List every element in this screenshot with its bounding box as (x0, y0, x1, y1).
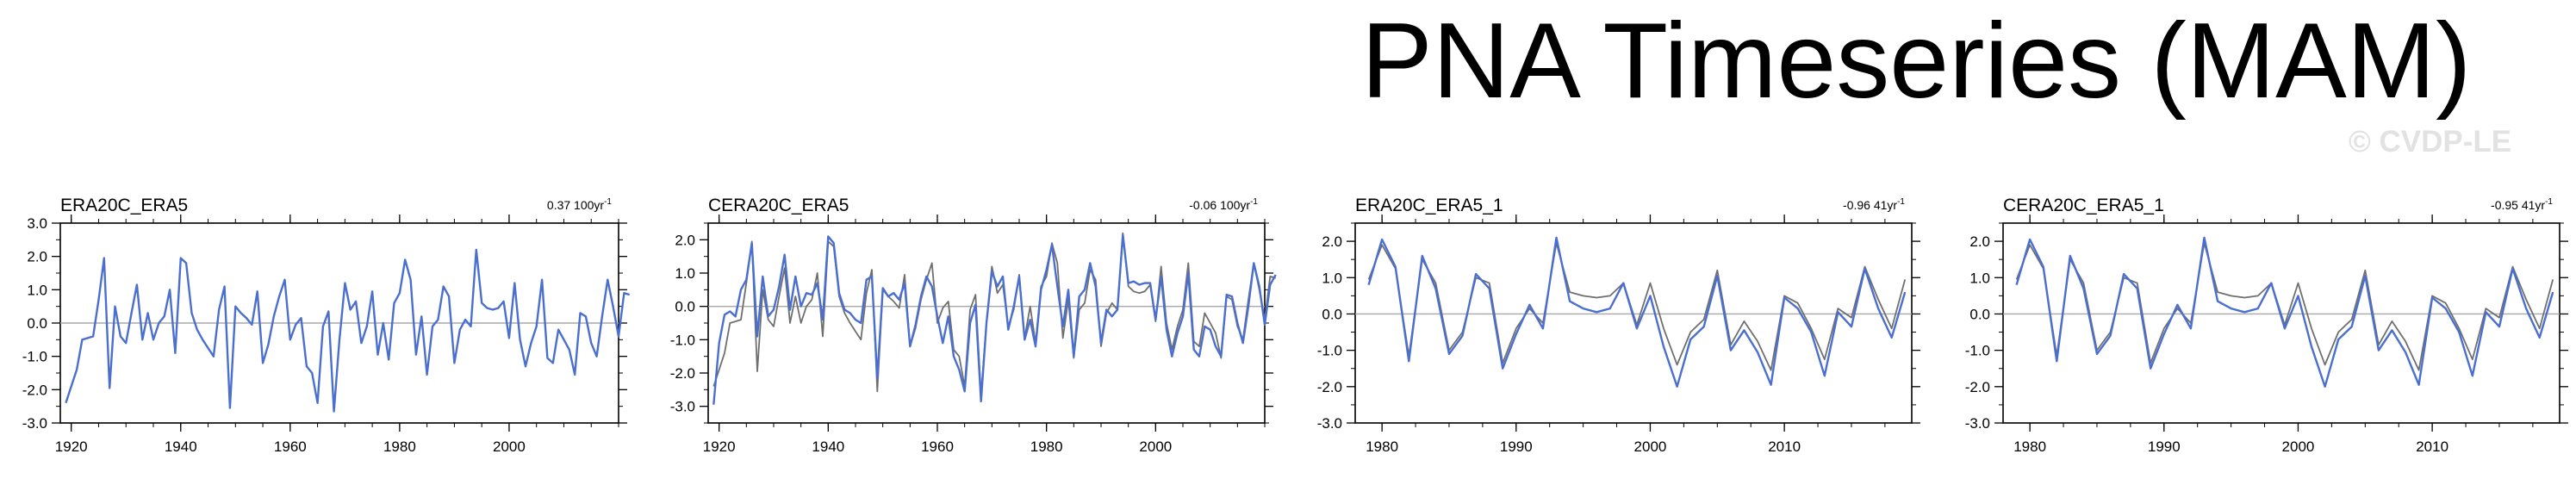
y-tick-label: 0.0 (675, 299, 695, 315)
x-tick-label: 2000 (1634, 438, 1667, 455)
x-tick-label: 1980 (1366, 438, 1398, 455)
page-title: PNA Timeseries (MAM) (1361, 2, 2472, 121)
x-tick-label: 1960 (274, 438, 307, 455)
watermark: © CVDP-LE (2349, 125, 2512, 159)
y-tick-label: -1.0 (1317, 343, 1342, 359)
x-tick-label: 2000 (493, 438, 526, 455)
y-tick-label: 2.0 (1322, 233, 1342, 250)
x-tick-label: 1960 (921, 438, 954, 455)
series-line-cera20c-era5-1 (2015, 236, 2554, 388)
y-tick-label: 0.0 (1969, 306, 1990, 322)
x-tick-label: 1980 (383, 438, 416, 455)
series-line-era20c-era5 (65, 248, 631, 413)
x-tick-label: 1920 (703, 438, 736, 455)
y-tick-label: -3.0 (1317, 415, 1342, 432)
y-tick-label: -2.0 (1317, 379, 1342, 395)
y-tick-label: 1.0 (1322, 270, 1342, 286)
trend-label: -0.95 41yr-1 (2491, 197, 2553, 212)
y-tick-label: -2.0 (22, 382, 47, 398)
y-tick-label: -2.0 (670, 365, 695, 382)
y-tick-label: 0.0 (1322, 306, 1342, 322)
y-tick-label: 3.0 (27, 215, 47, 232)
chart-panel-1: -3.0 -2.0 -1.0 0.0 1.0 2.0 3.0 1920 1940 1960 1980… (22, 196, 631, 455)
panel-title: ERA20C_ERA5 (60, 196, 188, 215)
chart-panel-2: -3.0 -2.0 -1.0 0.0 1.0 2.0 1920 1940 1960 1980 200… (670, 196, 1277, 455)
chart-panel-4: -3.0 -2.0 -1.0 0.0 1.0 2.0 1980 1990 2000 2010 CER… (1965, 196, 2568, 455)
plot-frame (2002, 222, 2560, 424)
x-tick-label: 2010 (2416, 438, 2448, 455)
x-tick-label: 2010 (1768, 438, 1801, 455)
x-tick-label: 1940 (812, 438, 844, 455)
y-tick-label: -3.0 (22, 415, 47, 432)
panel-title: ERA20C_ERA5_1 (1355, 196, 1503, 215)
y-tick-label: -3.0 (1965, 415, 1990, 432)
y-tick-label: -1.0 (22, 349, 47, 365)
trend-label: 0.37 100yr-1 (547, 197, 613, 212)
x-tick-label: 1980 (2013, 438, 2046, 455)
y-tick-label: 2.0 (27, 249, 47, 265)
y-tick-label: 2.0 (675, 232, 695, 248)
y-tick-label: -2.0 (1965, 379, 1990, 395)
x-tick-label: 2000 (1139, 438, 1172, 455)
plot-frame (1354, 222, 1913, 424)
series-line-cera20c-era5 (712, 233, 1277, 405)
chart-panel-3: -3.0 -2.0 -1.0 0.0 1.0 2.0 1980 1990 2000 2010 ERA… (1317, 196, 1920, 455)
y-tick-label: -1.0 (670, 332, 695, 348)
panel-title: CERA20C_ERA5 (708, 196, 849, 215)
trend-label: -0.96 41yr-1 (1843, 197, 1905, 212)
y-tick-label: -3.0 (670, 399, 695, 415)
y-tick-label: 0.0 (27, 315, 47, 332)
y-tick-label: 1.0 (27, 282, 47, 298)
x-tick-label: 1920 (55, 438, 88, 455)
x-tick-label: 1990 (1500, 438, 1533, 455)
x-tick-label: 1980 (1030, 438, 1063, 455)
trend-label: -0.06 100yr-1 (1189, 197, 1258, 212)
y-tick-label: 1.0 (675, 265, 695, 282)
panel-title: CERA20C_ERA5_1 (2003, 196, 2164, 215)
y-tick-label: 1.0 (1969, 270, 1990, 286)
y-tick-label: 2.0 (1969, 233, 1990, 250)
x-tick-label: 1990 (2148, 438, 2181, 455)
y-tick-label: -1.0 (1965, 343, 1990, 359)
x-tick-label: 2000 (2282, 438, 2315, 455)
x-tick-label: 1940 (165, 438, 197, 455)
series-line-era20c-era5-1 (1367, 236, 1907, 388)
